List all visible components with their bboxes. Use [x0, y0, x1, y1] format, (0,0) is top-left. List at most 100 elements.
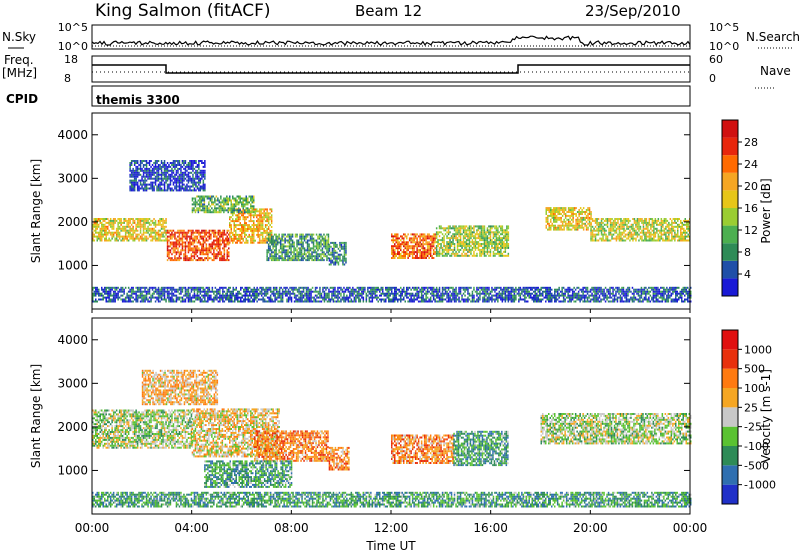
data-cell — [263, 218, 265, 221]
data-cell — [337, 257, 340, 260]
data-cell — [243, 300, 245, 303]
data-cell — [181, 175, 184, 178]
data-cell — [267, 231, 270, 234]
data-cell — [299, 259, 301, 262]
data-cell — [118, 221, 121, 224]
data-cell — [498, 254, 501, 257]
data-cell — [306, 233, 309, 236]
data-cell — [572, 220, 574, 223]
data-cell — [238, 300, 240, 303]
data-cell — [269, 212, 271, 215]
data-cell — [657, 223, 660, 226]
data-cell — [127, 239, 130, 242]
data-cell — [224, 203, 227, 206]
data-cell — [144, 171, 146, 174]
data-cell — [302, 241, 304, 244]
data-cell — [162, 225, 164, 228]
data-cell — [178, 231, 181, 234]
data-cell — [222, 300, 224, 303]
data-cell — [318, 241, 321, 244]
data-cell — [163, 219, 166, 222]
data-cell — [479, 250, 481, 253]
data-cell — [177, 288, 179, 291]
data-cell — [488, 237, 490, 240]
data-cell — [175, 189, 178, 192]
data-cell — [299, 243, 301, 246]
data-cell — [256, 229, 258, 232]
data-cell — [328, 245, 331, 248]
data-cell — [169, 179, 172, 182]
data-cell — [138, 219, 140, 222]
data-cell — [449, 225, 451, 228]
data-cell — [443, 245, 445, 247]
data-cell — [245, 207, 247, 210]
data-cell — [172, 298, 175, 301]
data-cell — [314, 245, 316, 248]
data-cell — [495, 237, 498, 240]
data-cell — [275, 237, 277, 240]
data-cell — [621, 227, 624, 230]
data-cell — [142, 300, 145, 303]
data-cell — [196, 249, 199, 252]
data-cell — [411, 241, 414, 244]
data-cell — [558, 207, 561, 210]
data-cell — [587, 218, 589, 221]
data-cell — [663, 239, 666, 242]
data-cell — [548, 224, 550, 227]
data-cell — [663, 219, 666, 222]
data-cell — [195, 160, 197, 162]
data-cell — [253, 211, 255, 214]
data-cell — [434, 239, 436, 242]
data-cell — [159, 187, 161, 190]
data-cell — [175, 183, 178, 186]
data-cell — [614, 223, 616, 226]
data-cell — [558, 226, 561, 229]
data-cell — [561, 220, 564, 223]
data-cell — [210, 298, 212, 301]
data-cell — [214, 197, 216, 200]
data-cell — [609, 227, 612, 230]
data-cell — [612, 233, 615, 236]
data-cell — [190, 257, 193, 260]
data-cell — [132, 185, 134, 188]
data-cell — [117, 221, 119, 224]
data-cell — [331, 255, 334, 258]
data-cell — [93, 292, 95, 295]
data-cell — [486, 231, 489, 234]
data-cell — [223, 233, 226, 236]
data-cell — [632, 239, 634, 242]
data-cell — [151, 231, 154, 234]
data-cell — [315, 255, 318, 258]
data-cell — [192, 181, 194, 184]
data-cell — [257, 229, 259, 232]
data-cell — [208, 249, 211, 252]
data-cell — [96, 288, 98, 291]
data-cell — [190, 259, 193, 262]
data-cell — [217, 243, 220, 246]
data-cell — [232, 207, 234, 210]
data-cell — [130, 300, 133, 303]
data-cell — [599, 221, 601, 224]
power-plot-area — [92, 113, 690, 309]
data-cell — [276, 257, 279, 260]
data-cell — [326, 243, 328, 246]
data-cell — [189, 175, 191, 178]
data-cell — [203, 201, 206, 204]
data-cell — [166, 185, 169, 188]
data-cell — [109, 290, 112, 293]
data-cell — [204, 290, 206, 293]
data-cell — [641, 221, 643, 224]
data-cell — [323, 251, 325, 254]
data-cell — [217, 203, 219, 206]
data-cell — [234, 288, 236, 291]
data-cell — [285, 239, 288, 242]
data-cell — [166, 175, 169, 178]
data-cell — [145, 231, 148, 234]
data-cell — [121, 288, 124, 291]
data-cell — [458, 250, 460, 253]
data-cell — [645, 227, 648, 230]
data-cell — [447, 229, 450, 232]
data-cell — [205, 233, 208, 236]
data-cell — [612, 225, 615, 228]
data-cell — [151, 294, 154, 297]
